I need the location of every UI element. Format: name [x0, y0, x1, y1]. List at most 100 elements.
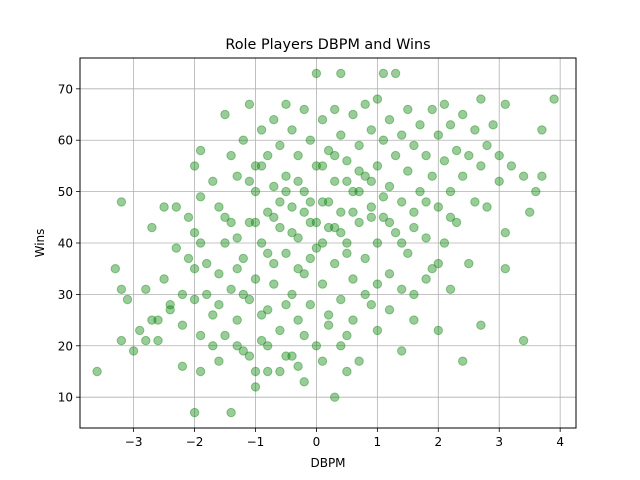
scatter-point [427, 104, 437, 115]
scatter-point [372, 238, 383, 248]
scatter-point [403, 248, 413, 259]
scatter-point [342, 248, 352, 259]
scatter-point [214, 300, 224, 310]
scatter-point [330, 150, 340, 161]
scatter-point [214, 356, 224, 366]
scatter-point [250, 366, 261, 377]
scatter-point [330, 258, 340, 269]
scatter-point [238, 253, 249, 264]
scatter-point [263, 305, 273, 315]
scatter-point [317, 238, 328, 248]
grid [80, 58, 576, 428]
scatter-point [445, 212, 456, 223]
scatter-point [159, 274, 169, 284]
scatter-point [147, 315, 157, 325]
scatter-point [360, 99, 370, 110]
scatter-point [330, 392, 340, 402]
scatter-point [348, 186, 358, 197]
scatter-point [281, 248, 291, 259]
scatter-point [250, 186, 261, 197]
scatter-point [250, 161, 261, 171]
scatter-point [336, 130, 346, 140]
scatter-point [293, 176, 303, 187]
scatter-point [177, 320, 188, 330]
scatter-point [305, 197, 315, 207]
scatter-point [348, 274, 358, 284]
scatter-point [263, 150, 273, 161]
scatter-point [311, 341, 322, 351]
scatter-point [165, 305, 175, 315]
scatter-point [397, 346, 407, 356]
scatter-point [238, 346, 249, 356]
scatter-point [409, 140, 419, 151]
scatter-point [415, 120, 425, 130]
scatter-point [275, 197, 285, 207]
scatter-point [342, 156, 352, 166]
scatter-point [549, 94, 559, 104]
y-axis-label: Wins [33, 229, 47, 258]
scatter-point [317, 161, 328, 171]
scatter-point [189, 161, 200, 171]
scatter-point [384, 181, 395, 192]
scatter-point [269, 279, 279, 289]
scatter-point [409, 222, 419, 233]
scatter-point [409, 207, 419, 217]
scatter-point [147, 222, 157, 233]
scatter-point [226, 407, 236, 418]
scatter-point [451, 217, 462, 228]
scatter-point [293, 150, 303, 161]
scatter-point [141, 284, 151, 294]
chart-title: Role Players DBPM and Wins [225, 37, 430, 53]
scatter-point [275, 222, 285, 233]
scatter-point [275, 140, 285, 151]
scatter-point [537, 171, 547, 181]
scatter-point [494, 176, 504, 187]
scatter-point [348, 109, 358, 120]
scatter-point [153, 315, 163, 325]
scatter-point [427, 171, 437, 181]
scatter-point [348, 315, 358, 325]
scatter-point [427, 264, 437, 274]
scatter-point [354, 166, 364, 176]
scatter-point [287, 228, 297, 238]
scatter-point [360, 171, 370, 181]
scatter-point [281, 99, 291, 110]
scatter-point [433, 130, 443, 140]
scatter-point [397, 197, 407, 207]
scatter-point [390, 68, 401, 79]
x-tick-label: −1 [247, 435, 265, 449]
scatter-point [269, 212, 279, 223]
scatter-point [195, 238, 206, 248]
scatter-point [189, 407, 200, 418]
scatter-point [323, 197, 334, 207]
scatter-point [293, 361, 303, 371]
scatter-point [366, 125, 376, 135]
y-tick-label: 30 [58, 288, 73, 302]
scatter-point [323, 222, 334, 233]
x-tick-label: 3 [495, 435, 503, 449]
scatter-point [537, 125, 547, 135]
scatter-point [281, 351, 291, 361]
scatter-point [244, 351, 255, 361]
scatter-point [506, 161, 517, 171]
scatter-point [482, 202, 492, 212]
scatter-point [305, 135, 315, 145]
scatter-point [372, 161, 383, 171]
scatter-point [366, 212, 376, 223]
scatter-point [494, 150, 504, 161]
scatter-point [305, 300, 315, 310]
scatter-point [250, 274, 261, 284]
scatter-point [238, 289, 249, 300]
scatter-point [220, 330, 230, 341]
scatter-point [372, 325, 383, 336]
scatter-point [269, 181, 279, 192]
scatter-point [445, 284, 456, 294]
scatter-point [354, 186, 364, 197]
scatter-point [214, 269, 224, 279]
scatter-point [214, 202, 224, 212]
scatter-point [299, 186, 309, 197]
scatter-point [208, 341, 218, 351]
scatter-point [256, 238, 267, 248]
scatter-point [354, 356, 364, 366]
scatter-point [354, 217, 364, 228]
